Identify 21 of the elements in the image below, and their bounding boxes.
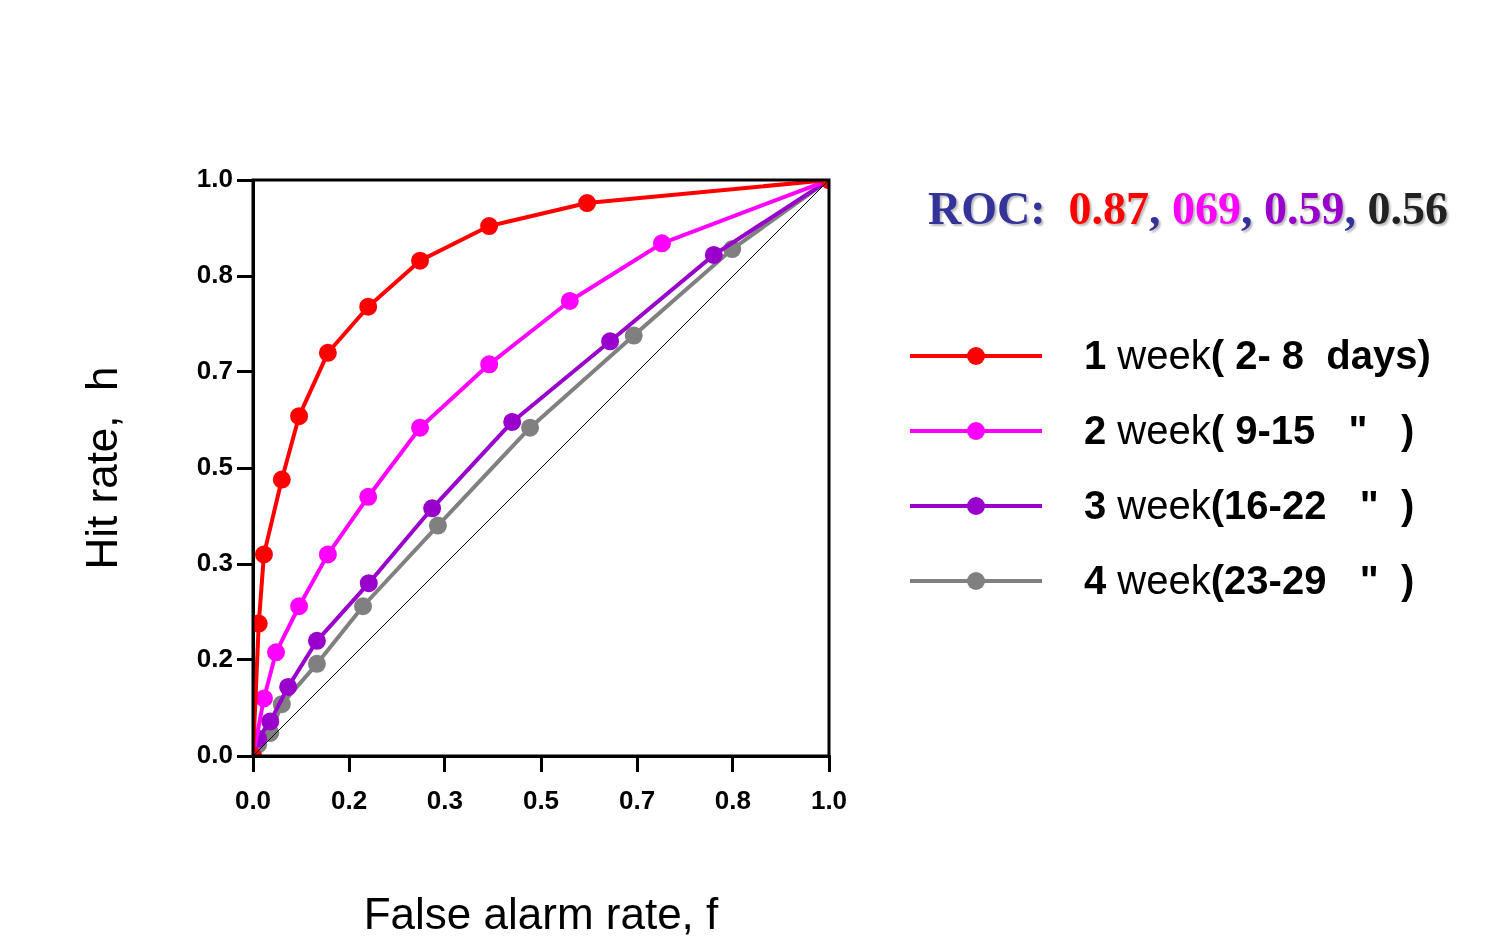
text: ROC: 0.87, 069, 0.59, 0.56 bbox=[928, 183, 1449, 234]
legend-label: 2 week( 9-15 " ) bbox=[1084, 408, 1415, 453]
y-tick-label: 0.7 bbox=[196, 354, 233, 385]
y-tick-label: 0.2 bbox=[196, 642, 233, 673]
legend-label: 4 week(23-29 " ) bbox=[1084, 558, 1415, 603]
y-tick-label: 0.8 bbox=[196, 259, 233, 290]
legend-label: 3 week(16-22 " ) bbox=[1084, 483, 1415, 528]
x-tick-label: 0.8 bbox=[714, 784, 751, 815]
x-axis-title: False alarm rate, f bbox=[363, 888, 720, 938]
x-tick-label: 0.3 bbox=[426, 784, 463, 815]
y-tick-label: 0.3 bbox=[196, 547, 233, 578]
x-tick-label: 1.0 bbox=[810, 784, 848, 815]
x-tick-label: 0.0 bbox=[234, 784, 272, 815]
legend-label: 1 week( 2- 8 days) bbox=[1084, 333, 1431, 378]
y-tick-label: 0.5 bbox=[196, 451, 233, 482]
x-tick-label: 0.2 bbox=[331, 784, 368, 815]
x-tick-label: 0.7 bbox=[619, 784, 656, 815]
y-axis-title: Hit rate, h bbox=[76, 366, 126, 570]
y-tick-label: 0.0 bbox=[196, 739, 233, 770]
x-tick-label: 0.5 bbox=[522, 784, 560, 815]
y-tick-label: 1.0 bbox=[196, 163, 233, 194]
